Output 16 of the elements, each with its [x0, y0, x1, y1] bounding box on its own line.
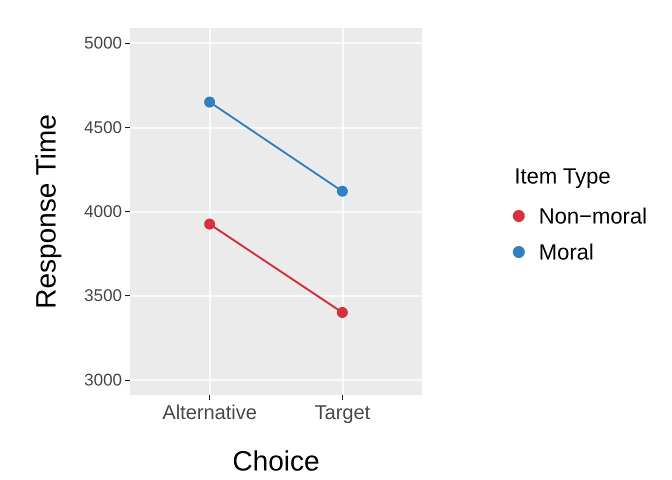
point: [336, 307, 348, 318]
x-tick-label: Target: [314, 402, 371, 424]
point: [336, 186, 348, 197]
x-axis-title: Choice: [232, 446, 320, 476]
legend-title: Item Type: [514, 164, 611, 188]
legend-label: Non−moral: [538, 204, 647, 228]
y-tick-label: 5000: [84, 34, 122, 53]
point: [204, 96, 216, 108]
point: [204, 218, 216, 230]
x-tick-label: Alternative: [162, 402, 257, 424]
y-tick-label: 4000: [84, 202, 122, 221]
y-axis-title: Response Time: [30, 114, 62, 309]
legend-label: Moral: [538, 240, 594, 264]
y-tick-label: 4500: [84, 118, 122, 137]
y-tick-label: 3000: [84, 370, 122, 390]
y-tick-label: 3500: [84, 286, 122, 306]
